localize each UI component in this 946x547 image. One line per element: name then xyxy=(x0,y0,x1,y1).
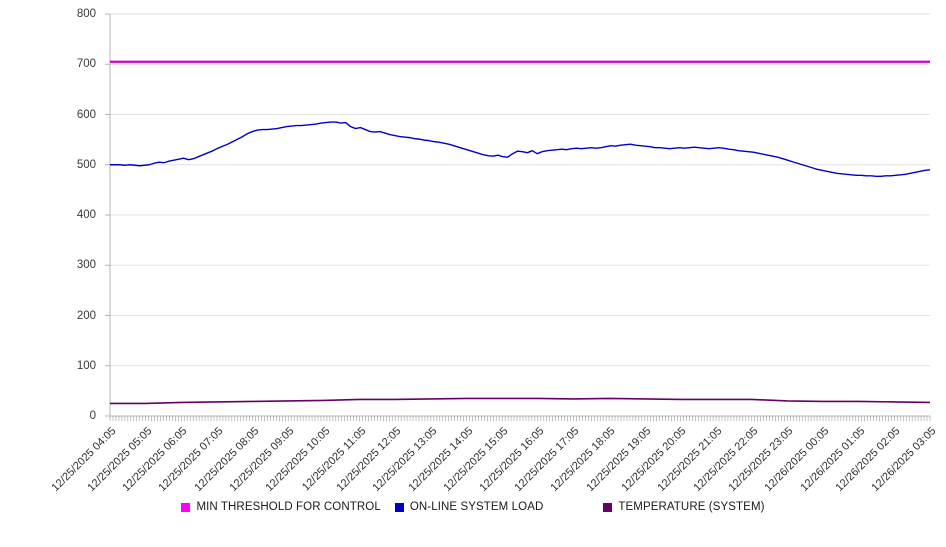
y-axis-tick-label: 0 xyxy=(89,410,96,422)
legend-item[interactable]: TEMPERATURE (SYSTEM) xyxy=(603,501,764,513)
gridlines xyxy=(110,13,930,417)
x-axis-tick-labels: 12/25/2025 04:05 12/25/2025 05:05 12/25/20… xyxy=(49,425,938,494)
y-axis-tick-label: 400 xyxy=(76,209,96,221)
legend-color-swatch-icon xyxy=(181,502,191,512)
data-series-lines xyxy=(110,60,931,405)
y-axis-tick-label: 600 xyxy=(76,108,96,121)
legend-item[interactable]: MIN THRESHOLD FOR CONTROL xyxy=(181,501,381,513)
legend-color-swatch-icon xyxy=(603,502,613,512)
series-on-line-system-load xyxy=(110,121,931,178)
legend-label: ON-LINE SYSTEM LOAD xyxy=(409,501,544,513)
legend-label: TEMPERATURE (SYSTEM) xyxy=(618,501,765,513)
chart-plot-area xyxy=(105,13,931,421)
y-axis-tick-label: 200 xyxy=(76,309,96,322)
legend-item[interactable]: ON-LINE SYSTEM LOAD xyxy=(394,501,544,513)
y-axis-tick-label: 800 xyxy=(76,8,96,20)
y-axis-tick-label: 700 xyxy=(76,58,96,71)
y-axis-tick-label: 100 xyxy=(76,359,96,372)
legend-color-swatch-icon xyxy=(394,502,404,512)
y-axis-tick-label: 500 xyxy=(76,158,96,171)
series-temperature-system xyxy=(110,397,931,405)
y-axis-tick-label: 300 xyxy=(76,259,96,272)
chart-legend: MIN THRESHOLD FOR CONTROL ON-LINE SYSTEM … xyxy=(0,496,946,518)
chart-container: 800 700 600 500 400 300 200 100 0 12/25/2025 04:… xyxy=(0,8,946,518)
x-axis-minor-ticks xyxy=(109,416,931,421)
legend-label: MIN THRESHOLD FOR CONTROL xyxy=(196,501,381,513)
